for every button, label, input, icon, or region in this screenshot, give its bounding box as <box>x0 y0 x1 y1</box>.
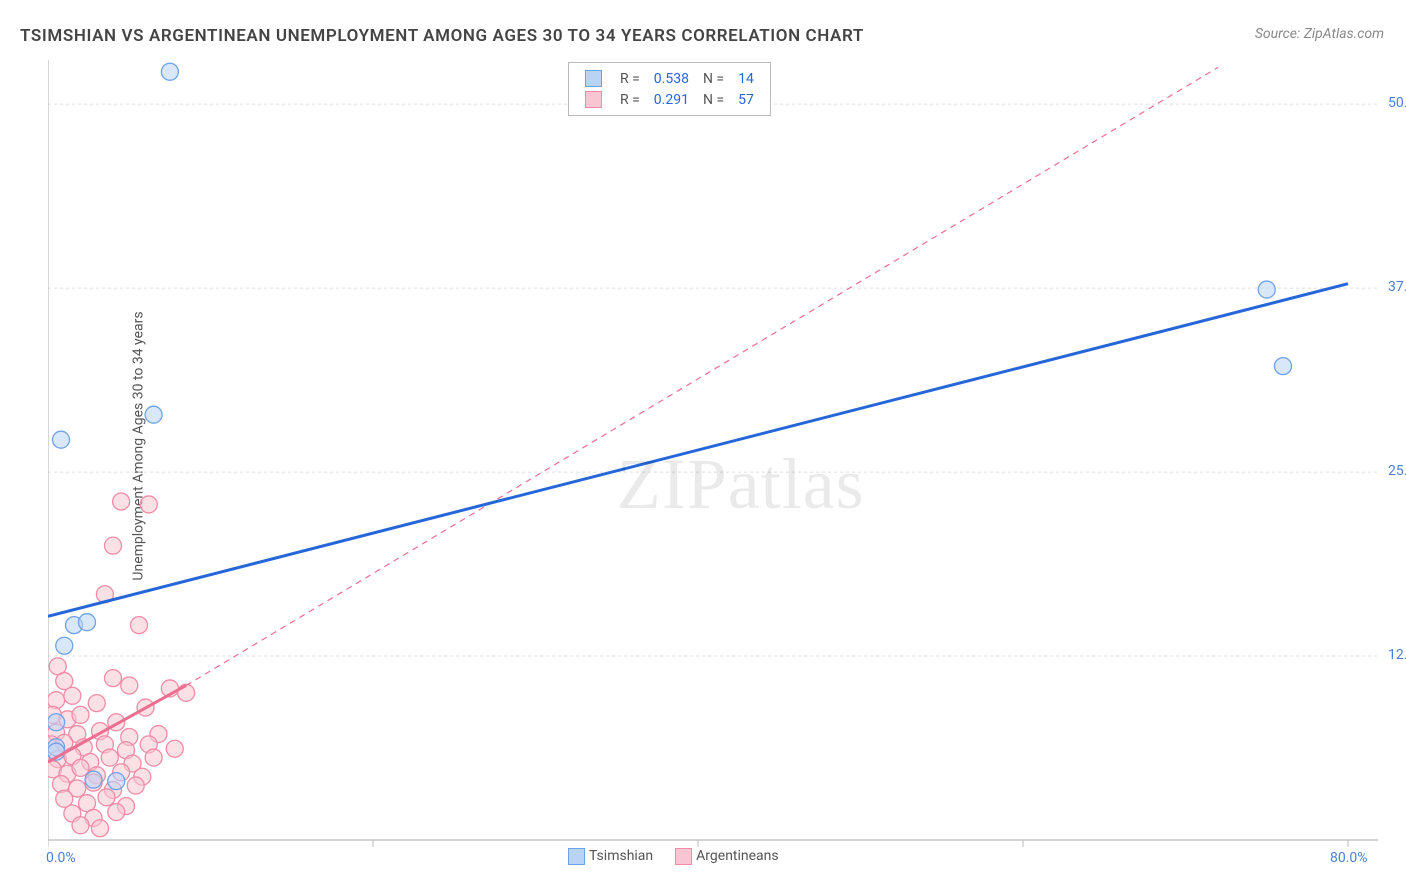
legend-swatch <box>568 848 585 865</box>
legend-n-label: N = <box>697 90 730 109</box>
y-tick-label: 25.0% <box>1388 463 1406 479</box>
legend-swatch <box>579 69 612 88</box>
legend-swatch <box>675 848 692 865</box>
legend-series-label: Tsimshian <box>589 848 653 864</box>
legend-r-value: 0.538 <box>648 69 695 88</box>
legend-r-label: R = <box>614 90 646 109</box>
legend-r-value: 0.291 <box>648 90 695 109</box>
chart-svg <box>48 60 1388 860</box>
chart-plot-area: ZIPatlas R =0.538N =14R =0.291N =57 Tsim… <box>48 60 1388 860</box>
x-tick-label: 80.0% <box>1330 850 1368 866</box>
legend-n-label: N = <box>697 69 730 88</box>
legend-series-label: Argentineans <box>696 848 778 864</box>
legend-swatch <box>579 90 612 109</box>
y-tick-label: 12.5% <box>1388 647 1406 663</box>
legend-n-value: 57 <box>732 90 760 109</box>
y-tick-label: 50.0% <box>1388 95 1406 111</box>
correlation-legend: R =0.538N =14 R =0.291N =57 <box>568 62 771 116</box>
x-tick-label: 0.0% <box>46 850 76 866</box>
source-attribution: Source: ZipAtlas.com <box>1255 26 1384 42</box>
series-legend: Tsimshian Argentineans <box>568 848 801 865</box>
legend-n-value: 14 <box>732 69 760 88</box>
legend-r-label: R = <box>614 69 646 88</box>
chart-title: TSIMSHIAN VS ARGENTINEAN UNEMPLOYMENT AM… <box>20 26 864 46</box>
y-tick-label: 37.5% <box>1388 279 1406 295</box>
